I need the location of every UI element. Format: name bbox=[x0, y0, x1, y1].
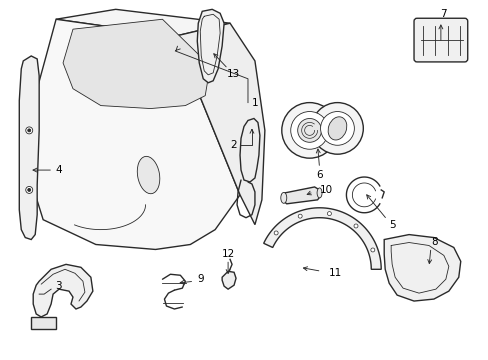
Text: 7: 7 bbox=[440, 9, 446, 19]
Circle shape bbox=[353, 224, 357, 228]
Text: 8: 8 bbox=[431, 237, 437, 247]
Text: 10: 10 bbox=[319, 185, 332, 195]
Text: 1: 1 bbox=[251, 98, 258, 108]
Circle shape bbox=[28, 188, 31, 192]
FancyBboxPatch shape bbox=[413, 18, 467, 62]
Polygon shape bbox=[31, 317, 56, 329]
Circle shape bbox=[311, 103, 363, 154]
Circle shape bbox=[26, 127, 33, 134]
Polygon shape bbox=[197, 9, 224, 83]
Polygon shape bbox=[29, 19, 240, 249]
Circle shape bbox=[327, 212, 331, 216]
Polygon shape bbox=[384, 235, 460, 301]
Polygon shape bbox=[263, 208, 381, 269]
Text: 3: 3 bbox=[55, 281, 61, 291]
Ellipse shape bbox=[137, 156, 160, 194]
Text: 9: 9 bbox=[197, 274, 203, 284]
Circle shape bbox=[370, 248, 374, 252]
Text: 4: 4 bbox=[56, 165, 62, 175]
Polygon shape bbox=[56, 9, 230, 36]
Circle shape bbox=[290, 112, 328, 149]
Circle shape bbox=[281, 103, 337, 158]
Text: 2: 2 bbox=[230, 140, 237, 150]
Text: 11: 11 bbox=[328, 268, 341, 278]
Circle shape bbox=[298, 214, 302, 218]
Text: 6: 6 bbox=[316, 170, 322, 180]
Polygon shape bbox=[175, 23, 264, 225]
Polygon shape bbox=[33, 264, 93, 317]
Circle shape bbox=[26, 186, 33, 193]
Polygon shape bbox=[63, 19, 210, 109]
Text: 12: 12 bbox=[221, 249, 234, 260]
Circle shape bbox=[297, 118, 321, 142]
Ellipse shape bbox=[316, 188, 322, 198]
Circle shape bbox=[28, 129, 31, 132]
Text: 5: 5 bbox=[388, 220, 395, 230]
Ellipse shape bbox=[327, 117, 346, 140]
Circle shape bbox=[274, 231, 278, 235]
Text: 13: 13 bbox=[226, 69, 239, 79]
Polygon shape bbox=[281, 187, 320, 204]
Polygon shape bbox=[222, 271, 236, 289]
Ellipse shape bbox=[280, 192, 286, 203]
Circle shape bbox=[320, 112, 354, 145]
Polygon shape bbox=[240, 118, 260, 182]
Polygon shape bbox=[19, 56, 39, 239]
